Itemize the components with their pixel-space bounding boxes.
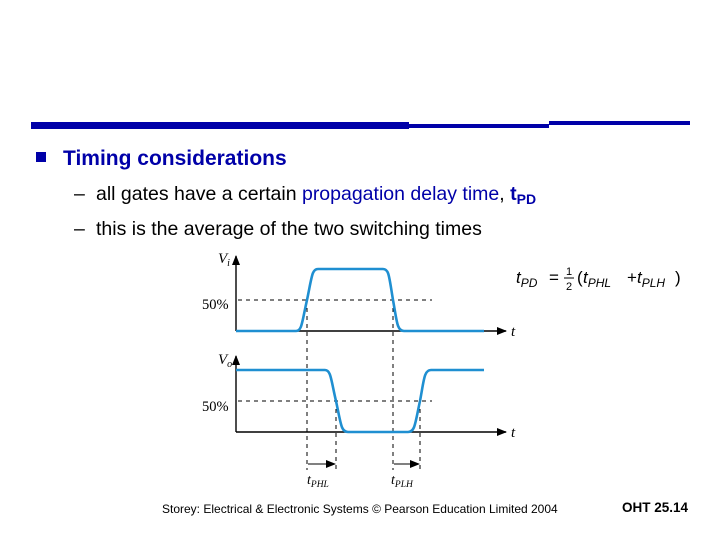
main-bullet-text: Timing considerations	[63, 147, 287, 170]
input-time-label: t	[511, 324, 516, 340]
title-divider-bar	[31, 121, 690, 130]
formula-open-paren: (	[577, 268, 583, 287]
formula-fraction-numerator: 1	[566, 266, 572, 278]
formula-plus: +	[627, 268, 637, 287]
output-threshold-label: 50%	[202, 399, 229, 415]
formula-term-plh: tPLH	[637, 268, 665, 290]
formula-term-phl: tPHL	[583, 268, 611, 290]
dash-bullet-1: –	[74, 183, 85, 205]
tpd-main: t	[510, 183, 517, 205]
output-time-label: t	[511, 425, 516, 441]
formula-close-paren: )	[675, 268, 681, 287]
sub-bullet-2-text: this is the average of the two switching…	[96, 218, 482, 240]
divider-thin-segment	[549, 121, 690, 125]
output-waveform	[236, 368, 484, 434]
dash-bullet-2: –	[74, 218, 85, 240]
square-bullet-icon	[36, 152, 46, 162]
tpd-symbol: tPD	[510, 183, 537, 207]
sub-bullet-1-comma: ,	[499, 183, 511, 205]
footer-copyright: Storey: Electrical & Electronic Systems …	[162, 502, 558, 516]
sub-bullet-2: – this is the average of the two switchin…	[74, 218, 482, 241]
input-waveform	[236, 267, 484, 333]
propagation-delay-formula: tPD = 1 2 ( tPHL + tPLH )	[516, 266, 681, 293]
main-bullet: Timing considerations	[36, 147, 287, 171]
formula-fraction-denominator: 2	[566, 281, 572, 293]
divider-mid-segment	[409, 124, 549, 128]
divider-thick-segment	[31, 122, 409, 129]
formula-lhs: tPD	[516, 268, 538, 290]
sub-bullet-1: – all gates have a certain propagation de…	[74, 183, 536, 207]
tpd-sub: PD	[516, 191, 537, 207]
input-threshold-label: 50%	[202, 297, 229, 313]
propagation-delay-term: propagation delay time	[301, 183, 500, 205]
input-axis-label: Vi	[218, 251, 230, 269]
phl-delay-label: tPHL	[307, 473, 329, 490]
output-axis-label: Vo	[218, 352, 232, 370]
sub-bullet-1-text: all gates have a certain	[96, 183, 302, 205]
plh-delay-label: tPLH	[391, 473, 414, 490]
footer-slide-number: OHT 25.14	[622, 500, 689, 515]
formula-equals: =	[549, 268, 559, 287]
